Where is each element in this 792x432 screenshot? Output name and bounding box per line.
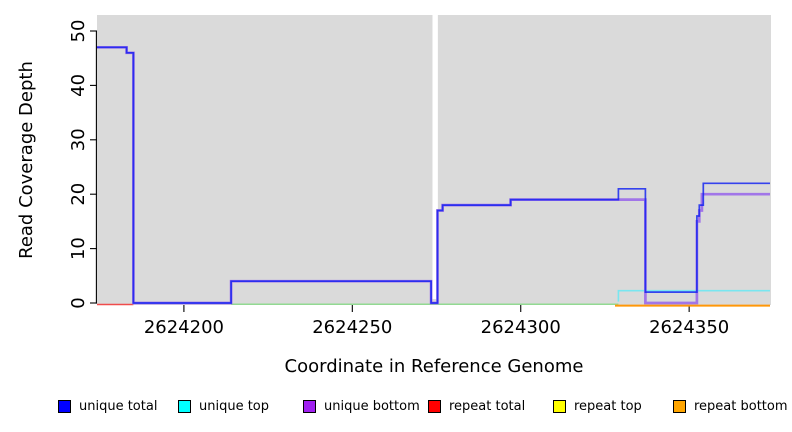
legend-item-unique-top: unique top: [178, 399, 269, 414]
y-tick-label: 20: [68, 183, 89, 206]
unique-bottom-swatch-icon: [303, 400, 316, 413]
legend-label: unique top: [199, 399, 270, 414]
x-tick-label: 2624200: [144, 317, 224, 338]
chart-legend: unique total unique top unique bottom re…: [0, 399, 792, 423]
legend-label: repeat total: [449, 399, 526, 414]
legend-label: repeat top: [574, 399, 642, 414]
repeat-total-swatch-icon: [428, 400, 441, 413]
legend-label: unique total: [79, 399, 158, 414]
y-tick-label: 50: [68, 20, 89, 43]
x-tick-label: 2624300: [481, 317, 561, 338]
y-tick-label: 40: [68, 74, 89, 97]
repeat-top-swatch-icon: [553, 400, 566, 413]
series-unique-top: [617, 289, 770, 302]
legend-item-repeat-total: repeat total: [428, 399, 525, 414]
legend-label: unique bottom: [324, 399, 420, 414]
unique-top-swatch-icon: [178, 400, 191, 413]
y-tick-label: 30: [68, 128, 89, 151]
legend-item-repeat-bottom: repeat bottom: [673, 399, 788, 414]
masked-gap-band: [432, 14, 438, 299]
legend-item-unique-total: unique total: [58, 399, 157, 414]
series-unique-total: [97, 46, 770, 304]
y-axis-title: Read Coverage Depth: [16, 61, 37, 259]
x-tick-label: 2624250: [312, 317, 392, 338]
x-axis-title: Coordinate in Reference Genome: [284, 356, 584, 377]
legend-label: repeat bottom: [694, 399, 788, 414]
y-tick-label: 0: [68, 297, 89, 308]
legend-item-repeat-top: repeat top: [553, 399, 642, 414]
repeat-bottom-swatch-icon: [673, 400, 686, 413]
legend-item-unique-bottom: unique bottom: [303, 399, 420, 414]
x-tick-label: 2624350: [649, 317, 729, 338]
unique-total-swatch-icon: [58, 400, 71, 413]
y-tick-label: 10: [68, 237, 89, 260]
